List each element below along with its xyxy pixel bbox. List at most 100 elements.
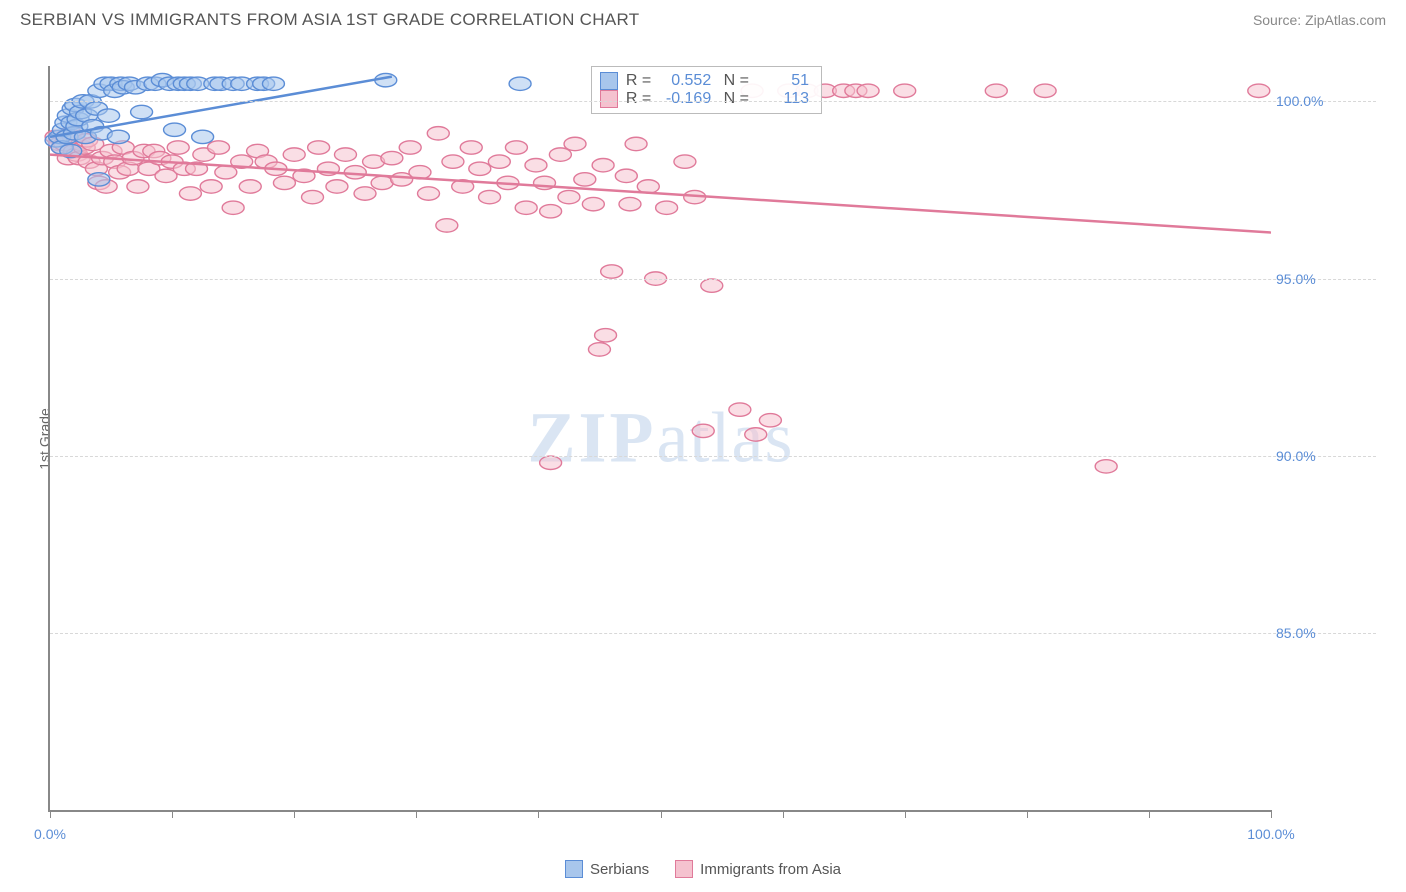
legend-label: Serbians: [590, 861, 649, 878]
stats-r-label: R =: [626, 90, 651, 108]
scatter-point: [215, 166, 237, 179]
x-tick: [905, 810, 906, 818]
scatter-point: [469, 162, 491, 175]
scatter-point: [381, 151, 403, 164]
x-tick: [538, 810, 539, 818]
scatter-point: [505, 141, 527, 154]
scatter-point: [436, 219, 458, 232]
scatter-point: [239, 180, 261, 193]
chart-container: 1st Grade ZIPatlas R =0.552 N =51R =-0.1…: [48, 46, 1376, 832]
scatter-point: [558, 190, 580, 203]
scatter-point: [371, 176, 393, 189]
scatter-point: [985, 84, 1007, 97]
scatter-point: [574, 173, 596, 186]
stats-row: R = -0.169 N = 113: [600, 90, 809, 108]
x-tick: [50, 810, 51, 818]
gridline: [50, 101, 1376, 102]
x-tick: [661, 810, 662, 818]
scatter-point: [745, 428, 767, 441]
legend-label: Immigrants from Asia: [700, 861, 841, 878]
scatter-point: [540, 205, 562, 218]
legend-item: Immigrants from Asia: [675, 860, 841, 878]
scatter-point: [674, 155, 696, 168]
scatter-point: [615, 169, 637, 182]
stats-r-value: 0.552: [659, 72, 711, 90]
scatter-point: [222, 201, 244, 214]
scatter-point: [479, 190, 501, 203]
chart-legend: Serbians Immigrants from Asia: [0, 860, 1406, 878]
scatter-point: [540, 456, 562, 469]
scatter-point: [131, 105, 153, 118]
scatter-point: [857, 84, 879, 97]
trend-line: [50, 155, 1271, 233]
stats-n-value: 113: [757, 90, 809, 108]
x-tick-label: 0.0%: [34, 826, 66, 842]
stats-n-label: N =: [719, 72, 749, 90]
scatter-point: [1034, 84, 1056, 97]
x-tick: [1271, 810, 1272, 818]
x-tick: [172, 810, 173, 818]
scatter-point: [488, 155, 510, 168]
stats-r-label: R =: [626, 72, 651, 90]
plot-area: ZIPatlas R =0.552 N =51R =-0.169 N =113 …: [48, 66, 1271, 812]
gridline: [50, 456, 1376, 457]
y-tick-label: 85.0%: [1276, 625, 1366, 641]
scatter-point: [1095, 460, 1117, 473]
scatter-point: [592, 159, 614, 172]
x-tick-label: 100.0%: [1247, 826, 1294, 842]
scatter-point: [127, 180, 149, 193]
scatter-point: [460, 141, 482, 154]
scatter-point: [588, 343, 610, 356]
scatter-point: [283, 148, 305, 161]
stats-r-value: -0.169: [659, 90, 711, 108]
y-tick-label: 100.0%: [1276, 93, 1366, 109]
scatter-point: [1248, 84, 1270, 97]
x-tick: [1027, 810, 1028, 818]
scatter-point: [273, 176, 295, 189]
scatter-point: [442, 155, 464, 168]
scatter-point: [601, 265, 623, 278]
x-tick: [1149, 810, 1150, 818]
scatter-point: [619, 197, 641, 210]
scatter-point: [262, 77, 284, 90]
gridline: [50, 633, 1376, 634]
scatter-point: [418, 187, 440, 200]
scatter-point: [692, 424, 714, 437]
y-tick-label: 95.0%: [1276, 271, 1366, 287]
correlation-stats-box: R = 0.552 N = 51 R = -0.169 N = 113: [591, 66, 822, 114]
scatter-point: [107, 130, 129, 143]
scatter-point: [98, 109, 120, 122]
legend-swatch-icon: [600, 72, 618, 90]
y-tick-label: 90.0%: [1276, 448, 1366, 464]
scatter-point: [354, 187, 376, 200]
scatter-point: [302, 190, 324, 203]
scatter-point: [759, 414, 781, 427]
chart-header: SERBIAN VS IMMIGRANTS FROM ASIA 1ST GRAD…: [0, 0, 1406, 36]
scatter-point: [164, 123, 186, 136]
scatter-point: [88, 173, 110, 186]
stats-n-label: N =: [719, 90, 749, 108]
x-tick: [783, 810, 784, 818]
scatter-point: [200, 180, 222, 193]
scatter-point: [564, 137, 586, 150]
scatter-point: [192, 130, 214, 143]
x-tick: [416, 810, 417, 818]
scatter-point: [509, 77, 531, 90]
scatter-point: [334, 148, 356, 161]
scatter-point: [515, 201, 537, 214]
legend-swatch-icon: [600, 90, 618, 108]
scatter-point: [326, 180, 348, 193]
scatter-point: [344, 166, 366, 179]
stats-n-value: 51: [757, 72, 809, 90]
legend-swatch-icon: [565, 860, 583, 878]
x-tick: [294, 810, 295, 818]
legend-swatch-icon: [675, 860, 693, 878]
scatter-point: [427, 127, 449, 140]
scatter-point: [595, 329, 617, 342]
scatter-point: [179, 187, 201, 200]
scatter-point: [729, 403, 751, 416]
scatter-point: [525, 159, 547, 172]
scatter-point: [167, 141, 189, 154]
gridline: [50, 279, 1376, 280]
scatter-point: [399, 141, 421, 154]
